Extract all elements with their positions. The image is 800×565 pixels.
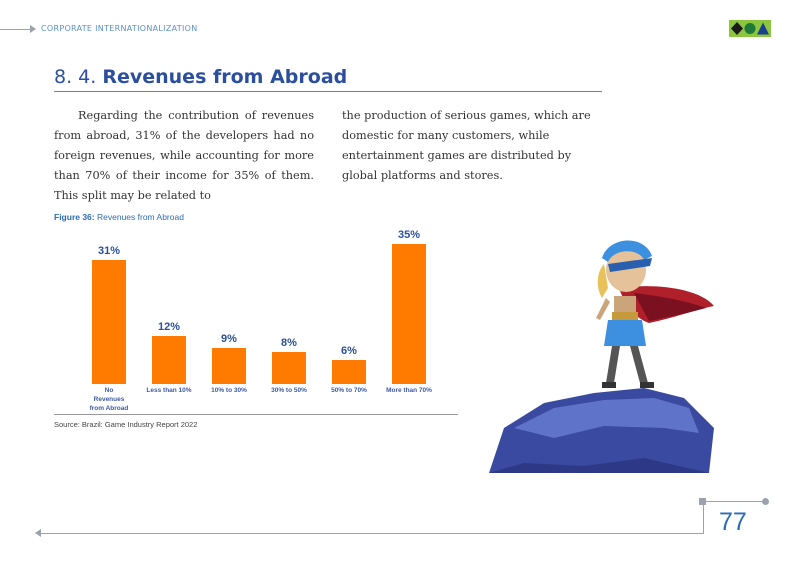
tick-label-3-0: 30% to 50%: [271, 387, 307, 394]
body-column-left: Regarding the contribution of revenues f…: [54, 109, 314, 202]
bar-1: [152, 336, 186, 384]
circle-icon: [744, 23, 756, 34]
tick-label-1-0: Less than 10%: [146, 387, 191, 394]
figure-caption-text: Revenues from Abroad: [97, 212, 184, 222]
bar-5: [392, 244, 426, 384]
triangle-icon: [757, 22, 769, 35]
figure-caption: Figure 36: Revenues from Abroad: [54, 212, 184, 222]
tick-label-4-0: 50% to 70%: [331, 387, 367, 394]
dot-marker-icon: [762, 498, 769, 505]
bar-3: [272, 352, 306, 384]
figure-label: Figure 36:: [54, 212, 95, 222]
data-label-1: 12%: [158, 321, 180, 333]
footer-arrow-icon: [35, 529, 41, 537]
page-title: 8. 4. Revenues from Abroad: [54, 66, 347, 88]
tick-label-2-0: 10% to 30%: [211, 387, 247, 394]
data-label-5: 35%: [398, 229, 420, 241]
source-divider: [54, 414, 458, 415]
section-label: CORPORATE INTERNATIONALIZATION: [41, 24, 198, 33]
diamond-icon: [731, 22, 743, 35]
square-marker-icon: [699, 498, 706, 505]
hero-character-illustration: [489, 240, 714, 473]
data-label-2: 9%: [221, 333, 237, 345]
title-divider: [54, 91, 602, 92]
data-label-4: 6%: [341, 345, 357, 357]
bar-2: [212, 348, 246, 384]
bar-4: [332, 360, 366, 384]
tick-label-0-1: Revenues: [94, 396, 125, 403]
bar-0: [92, 260, 126, 384]
header-rule: [0, 29, 32, 30]
page-frame-vertical: [703, 501, 704, 533]
page-number: 77: [719, 508, 747, 536]
revenues-bar-chart: 31% No Revenues from Abroad 12% Less than 10%…: [90, 229, 433, 412]
footer-rule: [40, 533, 704, 534]
section-title-text: Revenues from Abroad: [102, 66, 348, 88]
data-label-3: 8%: [281, 337, 297, 349]
figure-source: Source: Brazil: Game Industry Report 202…: [54, 420, 198, 429]
section-number: 8. 4.: [54, 66, 97, 88]
body-column-right: the production of serious games, which a…: [342, 109, 591, 182]
data-label-0: 31%: [98, 245, 120, 257]
tick-label-0-2: from Abroad: [90, 405, 129, 412]
tick-label-5-0: More than 70%: [386, 387, 432, 394]
tick-label-0-0: No: [105, 387, 114, 394]
page-frame-horizontal: [703, 501, 765, 502]
brand-logo: [729, 20, 771, 37]
header-arrow-icon: [30, 25, 36, 33]
